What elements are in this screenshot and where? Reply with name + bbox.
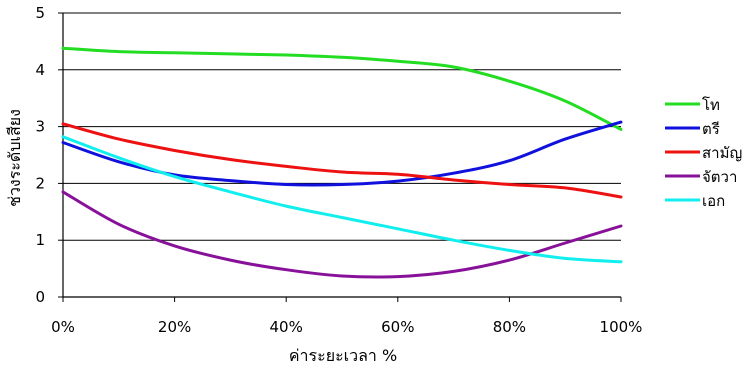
- series-line-2: [61, 122, 623, 199]
- legend-label: สามัญ: [702, 144, 742, 162]
- x-axis-title: ค่าระยะเวลา %: [289, 346, 397, 365]
- x-tick-label: 80%: [493, 318, 526, 336]
- y-tick-label: 1: [35, 231, 45, 249]
- series-line-1: [61, 120, 623, 187]
- legend-label: เอก: [702, 192, 725, 210]
- series-lines: [61, 46, 623, 279]
- y-tick-label: 4: [35, 61, 45, 79]
- legend-label: จัตวา: [702, 168, 737, 186]
- y-tick-label: 3: [35, 118, 45, 136]
- x-tick-label: 40%: [270, 318, 303, 336]
- y-tick-label: 0: [35, 288, 45, 306]
- x-tick-label: 100%: [600, 318, 643, 336]
- series-line-0: [61, 46, 623, 131]
- series-line-4: [61, 135, 623, 264]
- x-tick-label: 60%: [381, 318, 414, 336]
- x-tick-label: 0%: [51, 318, 75, 336]
- y-tick-label: 2: [35, 174, 45, 192]
- y-tick-label: 5: [35, 4, 45, 22]
- series-line-3: [61, 190, 623, 279]
- y-axis-title: ช่วงระดับเสียง: [5, 109, 24, 207]
- x-tick-label: 20%: [158, 318, 191, 336]
- legend-box: [660, 90, 750, 218]
- gridlines: [63, 12, 621, 241]
- axes: [58, 12, 622, 302]
- x-tick-labels: 0% 20% 40% 60% 80% 100%: [51, 318, 642, 336]
- y-tick-labels: 0 1 2 3 4 5: [35, 4, 45, 306]
- legend-label: ตรี: [702, 120, 720, 138]
- legend-label: โท: [702, 96, 720, 114]
